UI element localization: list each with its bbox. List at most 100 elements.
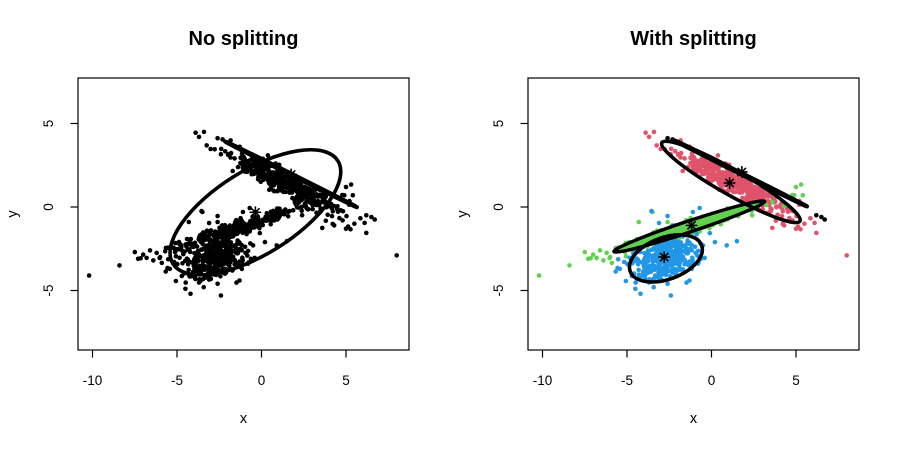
y-axis-label: y (455, 210, 471, 218)
data-point (689, 247, 694, 253)
data-point (764, 192, 769, 197)
data-point (311, 197, 317, 203)
asterisk-spoke (250, 207, 260, 217)
data-point (287, 208, 292, 214)
data-point (638, 291, 643, 297)
data-point (685, 251, 691, 256)
data-point (301, 191, 306, 197)
data-point (237, 278, 242, 283)
blue-cluster-ellipse (627, 233, 705, 284)
data-point (275, 217, 280, 222)
data-point (250, 243, 256, 248)
data-point (239, 221, 244, 226)
data-point (800, 193, 806, 198)
data-point (536, 273, 542, 278)
asterisk-spoke (687, 220, 696, 230)
data-point (281, 189, 286, 195)
data-point (758, 192, 764, 197)
data-point (653, 264, 658, 270)
data-point (699, 171, 704, 177)
data-point (350, 193, 356, 198)
data-point (669, 242, 675, 248)
data-point (299, 208, 305, 214)
data-point (181, 251, 186, 257)
data-point (167, 266, 173, 272)
data-point (303, 188, 309, 193)
data-point (299, 197, 304, 203)
data-point (222, 149, 228, 154)
x-tick-label: 5 (342, 373, 350, 388)
data-point (665, 263, 671, 268)
data-point (184, 236, 190, 242)
data-point (147, 248, 153, 253)
data-point (671, 261, 677, 266)
data-point (277, 174, 283, 180)
data-point (247, 205, 252, 211)
data-point (798, 227, 803, 232)
data-point (613, 269, 618, 274)
data-point (687, 278, 692, 283)
asterisk-spoke (286, 170, 296, 179)
data-point (741, 183, 746, 189)
data-point (229, 249, 234, 254)
data-point (665, 219, 670, 225)
data-point (157, 254, 163, 260)
data-point (238, 160, 243, 166)
panel-title: No splitting (189, 28, 299, 50)
data-point (291, 183, 296, 189)
data-point (310, 206, 316, 212)
data-point (748, 185, 754, 190)
data-point (195, 248, 201, 254)
data-point (249, 219, 254, 224)
data-point (283, 207, 288, 212)
cluster-center-asterisk (285, 168, 298, 181)
data-point (757, 186, 762, 192)
data-point (226, 229, 231, 234)
data-point (685, 262, 691, 268)
data-point (270, 178, 276, 183)
data-point (716, 178, 722, 184)
data-point (704, 168, 710, 173)
data-point (633, 280, 638, 285)
data-point (719, 183, 724, 188)
plot-area-left: -10 -5 0 5 -5 0 5 (41, 77, 410, 388)
data-point (646, 134, 652, 140)
data-point (232, 224, 238, 230)
data-point (348, 227, 353, 232)
cluster-center-asterisk (735, 165, 748, 178)
data-point (281, 185, 287, 190)
data-point (694, 231, 699, 237)
y-tick-label: 0 (41, 203, 56, 211)
data-point (203, 264, 208, 270)
data-point (307, 186, 312, 192)
data-point (291, 196, 296, 201)
data-point (320, 199, 325, 205)
data-point (731, 189, 736, 195)
data-point (172, 249, 178, 255)
data-point (802, 221, 807, 226)
data-point (176, 246, 181, 252)
data-point (274, 206, 280, 211)
data-point (690, 257, 695, 263)
data-point (352, 221, 357, 226)
data-point (280, 180, 285, 185)
data-point (224, 239, 230, 244)
data-point (200, 234, 206, 239)
data-point (220, 232, 225, 237)
y-axis-label: y (5, 210, 21, 218)
data-point (305, 198, 310, 203)
data-point (221, 261, 227, 266)
data-point (182, 258, 188, 264)
data-point (269, 183, 274, 188)
data-point (233, 245, 239, 251)
x-tick-label: 5 (792, 373, 800, 388)
data-point (665, 281, 670, 287)
data-point (585, 256, 591, 262)
data-point (230, 168, 235, 174)
data-point (86, 273, 92, 278)
data-point (228, 150, 234, 156)
data-point (255, 223, 260, 229)
data-point (690, 209, 696, 215)
data-point (132, 249, 138, 255)
data-point (683, 245, 689, 251)
